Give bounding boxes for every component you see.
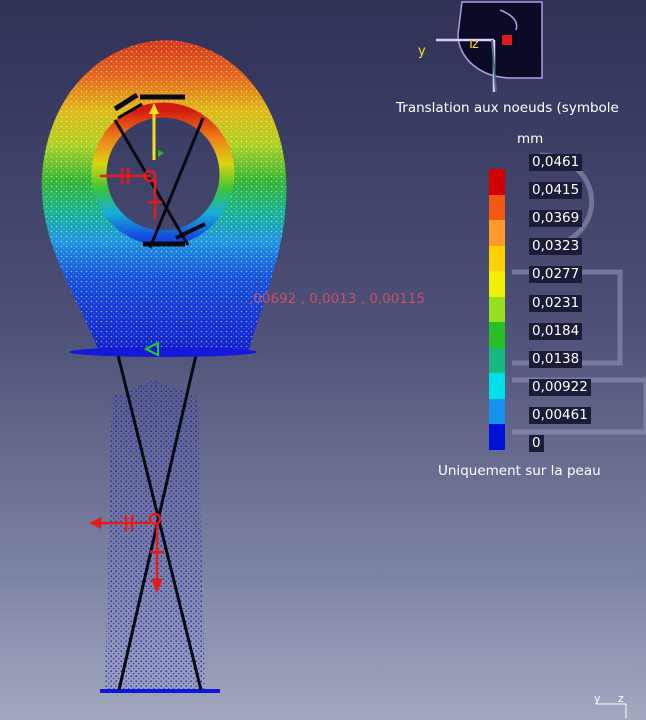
axis-triad: y z [594,692,627,718]
triad-y-label: y [594,692,601,705]
green-marker-icon [143,341,159,357]
probe-readout: ,00692 , 0,0013 , 0,00115 [249,291,426,307]
legend-swatch [489,373,505,399]
legend-unit: mm [517,131,544,147]
compass-axis-z-label: z [472,37,479,52]
legend-swatch [489,169,505,195]
legend-value: 0,0231 [529,294,583,312]
legend-value: 0,0369 [529,210,583,228]
compass-axis-y-label: y [418,44,426,59]
eye-mesh [30,30,300,365]
legend-title: Translation aux noeuds (symbole [396,100,619,116]
legend-swatch [489,271,505,297]
legend-value: 0,0461 [529,154,583,171]
legend-swatch [489,296,505,322]
legend-footer: Uniquement sur la peau [438,463,601,479]
legend-swatch [489,245,505,271]
load-arrow [149,103,164,160]
legend-swatch [489,194,505,220]
legend-value: 0,0138 [529,350,583,368]
legend-swatch [489,220,505,246]
legend-swatch [489,398,505,424]
legend-value: 0 [529,435,544,452]
legend-value: 0,00461 [529,406,591,424]
restraint-symbol-lower [89,512,164,594]
triad-z-label: z [618,692,624,705]
legend-value: 0,0184 [529,322,583,340]
legend-swatch [489,424,505,450]
legend-swatch [489,322,505,348]
legend-value: 0,00922 [529,378,591,396]
compass-widget[interactable]: y z [418,1,543,93]
legend-swatch [489,347,505,373]
inner-ring [91,92,235,249]
restraint-symbol-upper [100,168,162,220]
legend-value: 0,0323 [529,238,583,256]
legend-value: 0,0277 [529,266,583,284]
legend-value: 0,0415 [529,182,583,200]
